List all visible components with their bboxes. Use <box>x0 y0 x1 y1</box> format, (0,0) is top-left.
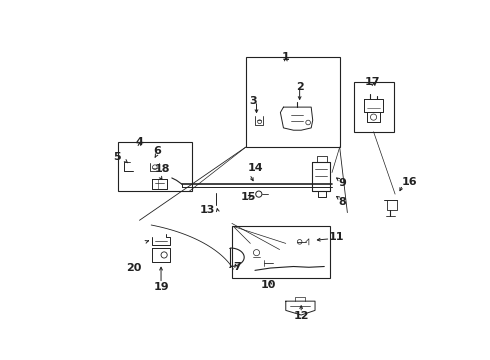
Text: 19: 19 <box>153 282 169 292</box>
Text: 6: 6 <box>153 146 161 156</box>
Bar <box>245 57 340 147</box>
Text: 4: 4 <box>136 137 144 147</box>
Text: 5: 5 <box>113 152 121 162</box>
Text: 1: 1 <box>282 53 290 62</box>
Text: 8: 8 <box>338 197 346 207</box>
Text: 3: 3 <box>249 95 257 105</box>
Bar <box>232 226 330 278</box>
Text: 17: 17 <box>364 77 380 87</box>
Text: 16: 16 <box>401 177 417 187</box>
Text: 20: 20 <box>125 263 141 273</box>
Text: 11: 11 <box>329 232 344 242</box>
Text: 9: 9 <box>338 178 346 188</box>
Text: 7: 7 <box>233 261 241 271</box>
Text: 12: 12 <box>294 311 309 321</box>
Text: 15: 15 <box>241 192 256 202</box>
Bar <box>118 142 192 191</box>
Text: 2: 2 <box>296 82 303 92</box>
Text: 18: 18 <box>155 165 171 175</box>
Text: 14: 14 <box>247 163 263 173</box>
Text: 10: 10 <box>261 280 276 291</box>
Bar <box>354 82 393 132</box>
Text: 13: 13 <box>199 204 215 215</box>
